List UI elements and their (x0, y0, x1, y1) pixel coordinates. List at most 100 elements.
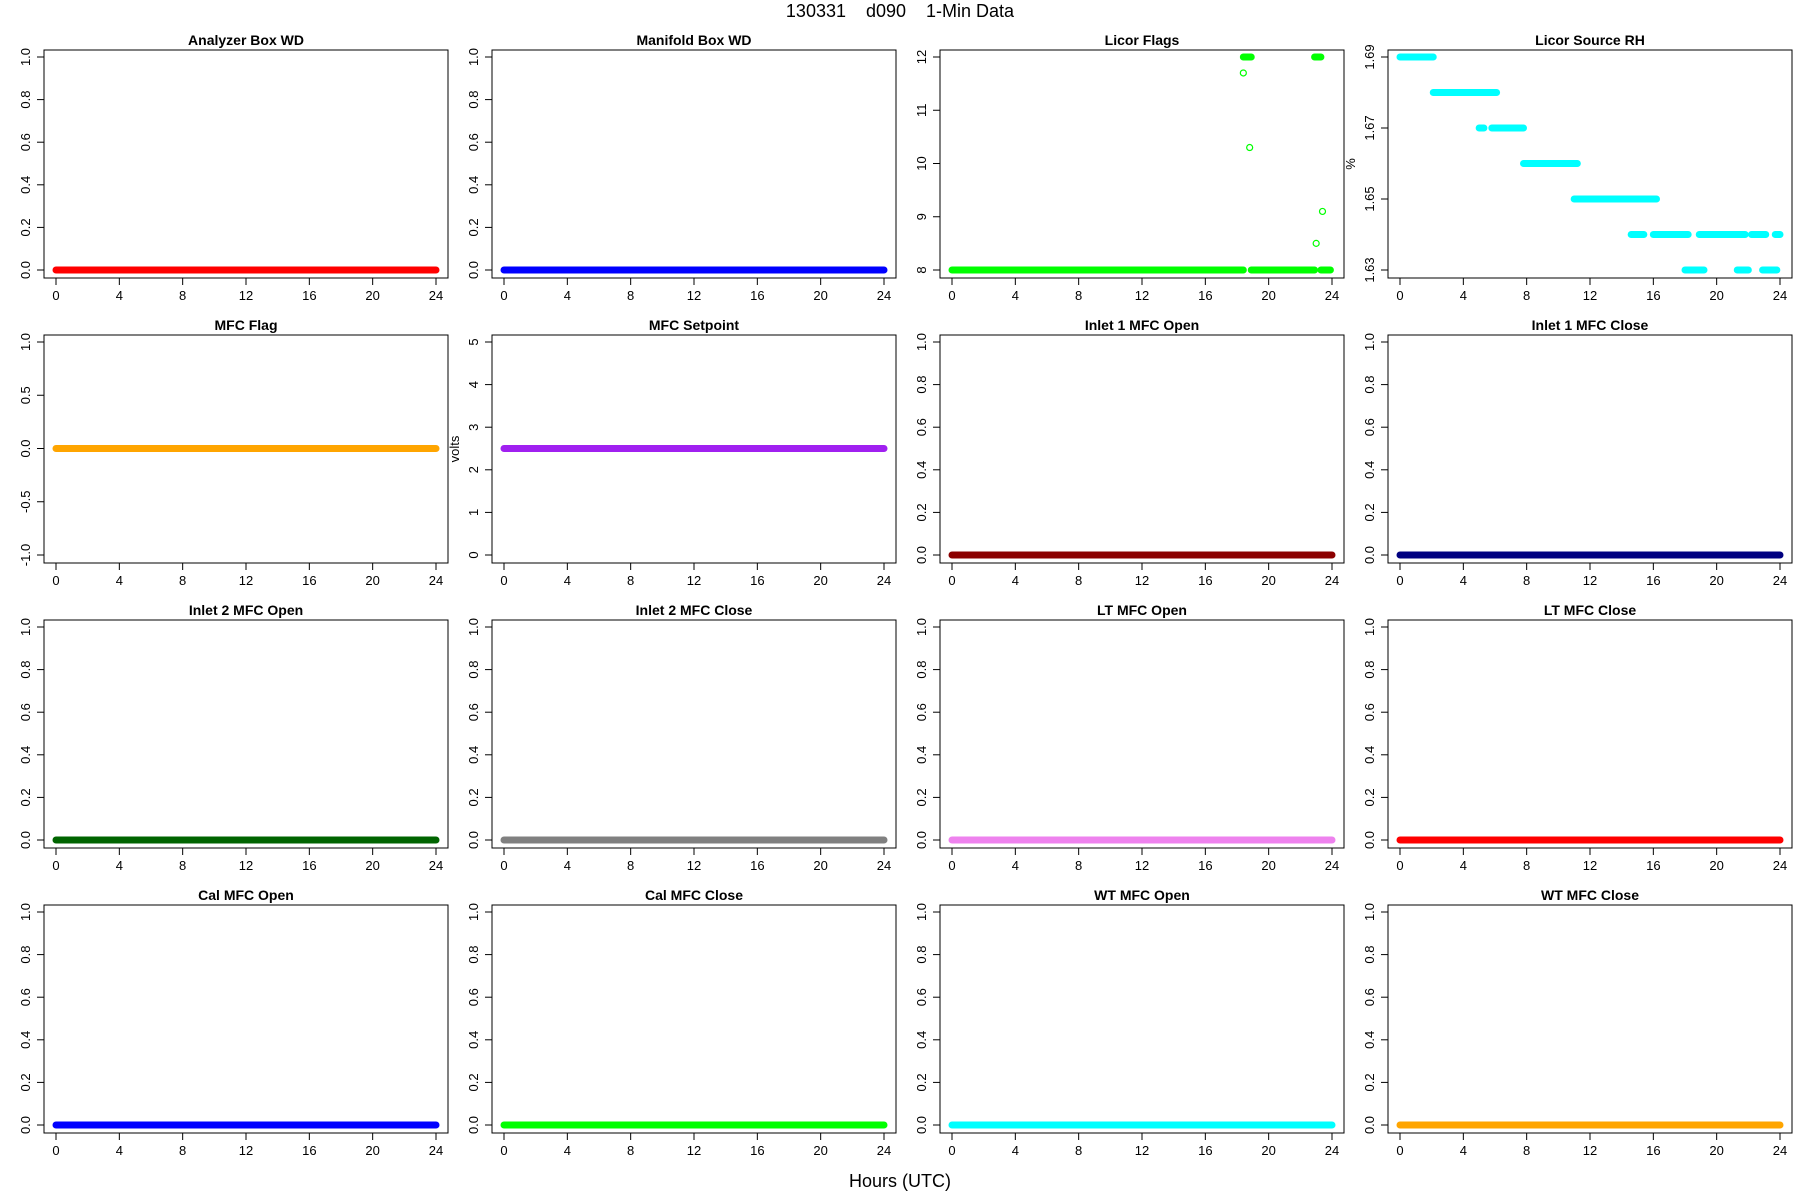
y-tick-label: 0.4 (914, 461, 929, 479)
panel-title: Manifold Box WD (636, 32, 751, 48)
y-tick-label: 1.0 (18, 333, 33, 351)
y-axis-title: volts (447, 435, 462, 462)
x-tick-label: 12 (239, 573, 253, 588)
data-point (1312, 239, 1320, 247)
y-tick-label: 0.2 (1362, 788, 1377, 806)
y-tick-label: 0.6 (18, 133, 33, 151)
y-tick-label: 0.2 (18, 218, 33, 236)
x-tick-label: 16 (750, 288, 764, 303)
y-tick-label: 8 (914, 266, 929, 273)
y-tick-label: 0.6 (914, 988, 929, 1006)
x-tick-label: 0 (52, 858, 59, 873)
y-tick-label: 0.8 (466, 91, 481, 109)
y-tick-label: 0.4 (466, 176, 481, 194)
x-tick-label: 16 (1646, 573, 1660, 588)
x-tick-label: 24 (1773, 573, 1787, 588)
y-tick-label: 0.2 (466, 218, 481, 236)
y-tick-label: 3 (466, 424, 481, 431)
x-tick-label: 16 (302, 573, 316, 588)
x-tick-label: 20 (1261, 573, 1275, 588)
x-tick-label: 4 (1460, 858, 1467, 873)
x-tick-label: 0 (500, 1143, 507, 1158)
y-tick-label: 0.4 (1362, 461, 1377, 479)
x-tick-label: 20 (813, 1143, 827, 1158)
y-tick-label: 0.0 (1362, 1116, 1377, 1134)
y-tick-label: 0.4 (914, 1031, 929, 1049)
x-tick-label: 4 (1460, 288, 1467, 303)
y-tick-label: 4 (466, 381, 481, 388)
x-tick-label: 16 (1198, 858, 1212, 873)
panel-cal-mfc-open: Cal MFC Open 0 4 8 12 16 20 24 0.0 0.2 0.4 0.6 0.8 1.… (18, 887, 449, 1158)
x-tick-label: 8 (1523, 573, 1530, 588)
y-tick-label: 0.2 (914, 503, 929, 521)
x-tick-label: 24 (877, 858, 891, 873)
x-tick-label: 12 (1135, 573, 1149, 588)
x-tick-label: 12 (687, 573, 701, 588)
x-tick-label: 12 (687, 1143, 701, 1158)
x-tick-label: 16 (1198, 1143, 1212, 1158)
x-tick-label: 0 (500, 573, 507, 588)
x-tick-label: 0 (948, 288, 955, 303)
x-tick-label: 8 (179, 573, 186, 588)
y-tick-label: 0.8 (18, 91, 33, 109)
y-tick-label: 0.2 (18, 1073, 33, 1091)
y-tick-label: 10 (914, 156, 929, 170)
x-tick-label: 12 (687, 858, 701, 873)
y-tick-label: 0.4 (18, 176, 33, 194)
panel-title: MFC Flag (215, 317, 278, 333)
y-tick-label: 0.8 (466, 661, 481, 679)
y-tick-label: 0.2 (914, 1073, 929, 1091)
y-tick-label: 12 (914, 50, 929, 64)
x-tick-label: 0 (1396, 858, 1403, 873)
plot-frame (1387, 49, 1793, 279)
panel-inlet-2-mfc-open: Inlet 2 MFC Open 0 4 8 12 16 20 24 0.0 0.2 0.4 0.6 0… (18, 602, 449, 873)
panel-title: MFC Setpoint (649, 317, 740, 333)
y-tick-label: 0.8 (466, 946, 481, 964)
x-tick-label: 0 (52, 288, 59, 303)
x-tick-label: 20 (1709, 858, 1723, 873)
x-tick-label: 12 (239, 858, 253, 873)
plot-frame (1387, 619, 1793, 849)
x-tick-label: 8 (1523, 288, 1530, 303)
panel-title: Analyzer Box WD (188, 32, 304, 48)
x-tick-label: 12 (239, 288, 253, 303)
x-tick-label: 0 (1396, 573, 1403, 588)
x-tick-label: 16 (750, 573, 764, 588)
x-tick-label: 16 (1646, 858, 1660, 873)
y-tick-label: -0.5 (18, 491, 33, 513)
x-tick-label: 4 (116, 1143, 123, 1158)
x-tick-label: 8 (627, 858, 634, 873)
y-tick-label: 0.8 (18, 661, 33, 679)
x-tick-label: 0 (948, 573, 955, 588)
panel-licor-source-rh: Licor Source RH 0 4 8 12 16 20 24 1.63 1.65 1.67 1.… (1343, 32, 1793, 303)
panel-title: LT MFC Open (1097, 602, 1187, 618)
x-tick-label: 20 (1709, 573, 1723, 588)
x-tick-label: 20 (813, 288, 827, 303)
plot-frame (939, 619, 1345, 849)
y-tick-label: 9 (914, 213, 929, 220)
x-tick-label: 20 (365, 858, 379, 873)
y-tick-label: 0.0 (466, 261, 481, 279)
x-tick-label: 8 (1523, 1143, 1530, 1158)
x-tick-label: 0 (500, 288, 507, 303)
y-tick-label: 0.6 (466, 988, 481, 1006)
x-tick-label: 12 (1135, 288, 1149, 303)
y-tick-label: 0.0 (466, 1116, 481, 1134)
y-tick-label: 1.0 (466, 48, 481, 66)
y-tick-label: 5 (466, 338, 481, 345)
y-tick-label: 0.0 (18, 439, 33, 457)
x-tick-label: 4 (116, 573, 123, 588)
y-tick-label: 1.0 (1362, 903, 1377, 921)
panel-title: Cal MFC Close (645, 887, 743, 903)
x-tick-label: 8 (1075, 573, 1082, 588)
x-tick-label: 20 (365, 573, 379, 588)
y-tick-label: 0.0 (914, 831, 929, 849)
x-tick-label: 20 (1261, 1143, 1275, 1158)
x-tick-label: 20 (1261, 288, 1275, 303)
x-tick-label: 24 (1325, 858, 1339, 873)
y-tick-label: 0.8 (18, 946, 33, 964)
y-tick-label: 0.6 (1362, 703, 1377, 721)
panel-title: Inlet 2 MFC Close (636, 602, 753, 618)
y-tick-label: 1.0 (466, 903, 481, 921)
